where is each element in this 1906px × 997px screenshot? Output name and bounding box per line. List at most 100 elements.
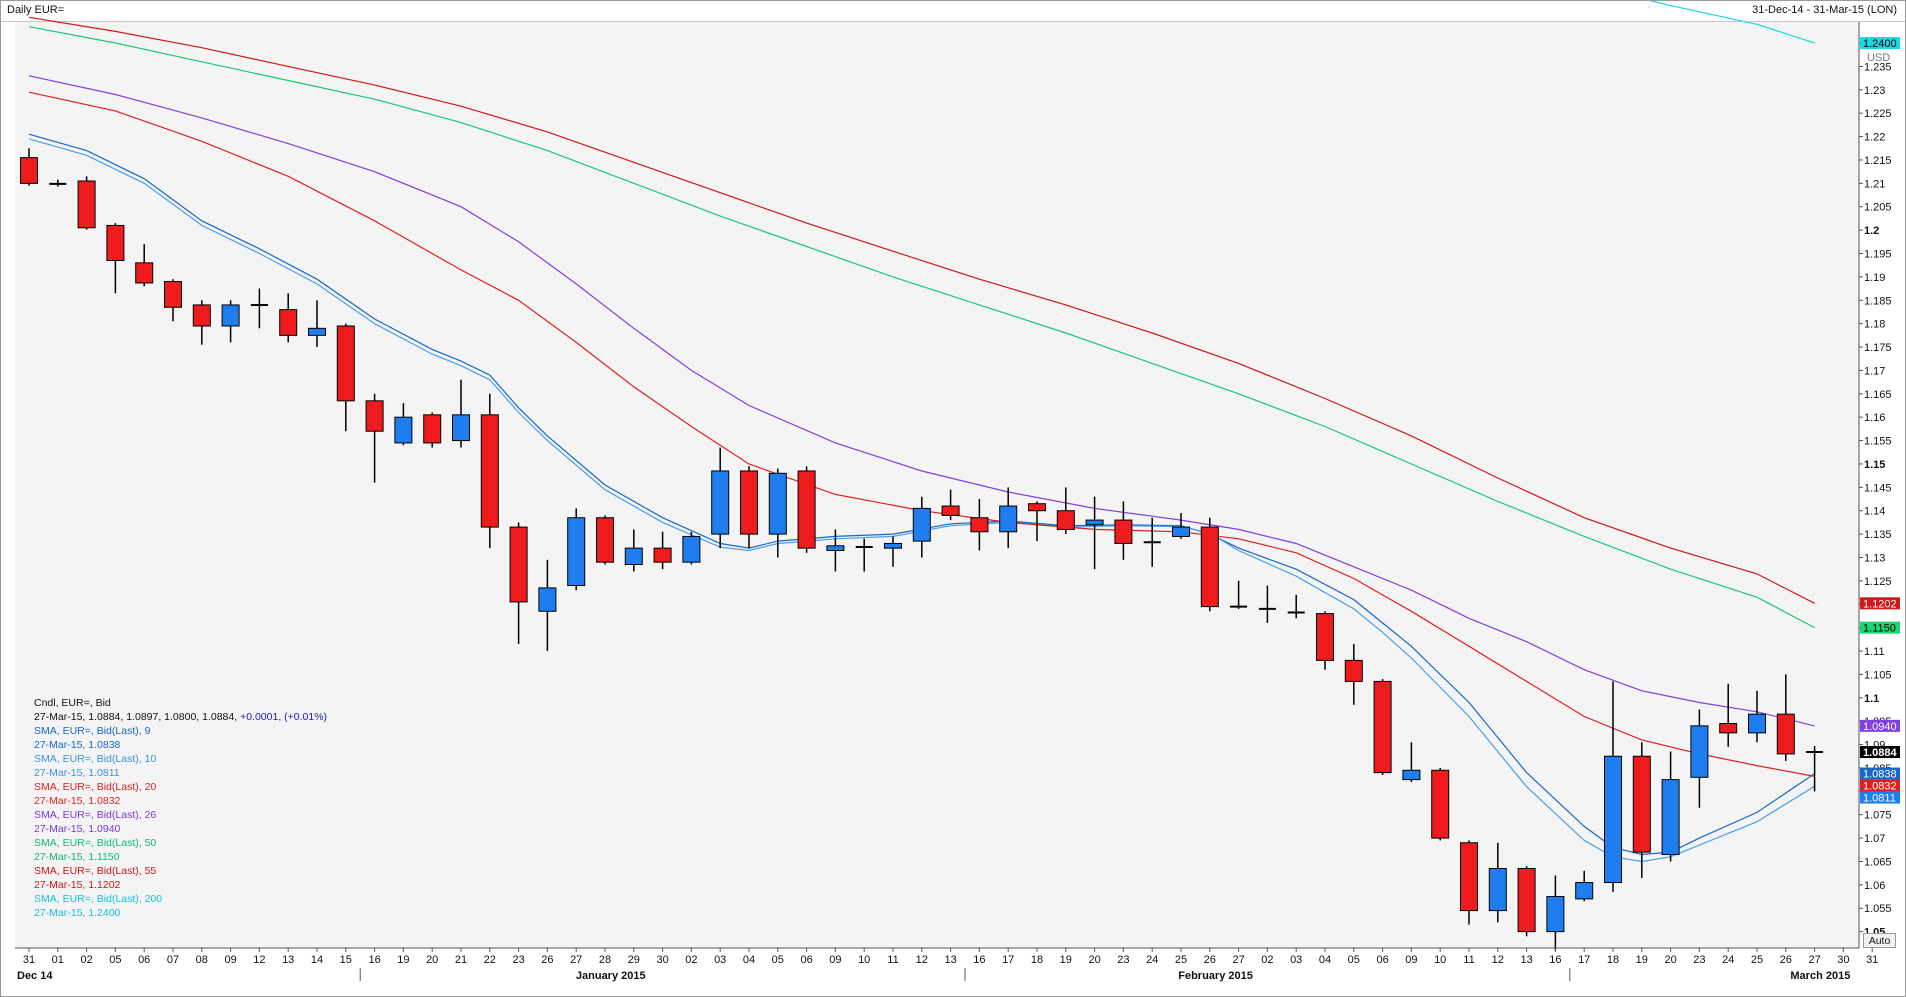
y-tick-label: 1.22 (1864, 132, 1885, 144)
candle (1402, 742, 1421, 782)
price-tag-sma20: 1.0832 (1860, 779, 1900, 793)
x-tick-label: 29 (628, 954, 640, 966)
x-tick-label: 04 (1319, 954, 1331, 966)
candle (1028, 501, 1046, 542)
time-axis[interactable]: 31 01 02 05 06 07 08 09 12 13 14 15 16 19 20 21 22 23 26 27… (17, 948, 1878, 982)
legend-sma9-label: SMA, EUR=, Bid(Last), 9 (34, 725, 151, 737)
x-tick-label: 26 (541, 954, 553, 966)
candle (596, 515, 614, 565)
candle-body (768, 472, 787, 535)
x-tick-label: 24 (1722, 954, 1734, 966)
price-tag-label: 1.0940 (1863, 721, 1897, 733)
x-tick-label: 13 (282, 954, 294, 966)
x-tick-label: 05 (1348, 954, 1360, 966)
candle (1230, 580, 1248, 609)
x-tick-label: 12 (253, 954, 265, 966)
x-tick-label: 07 (167, 954, 179, 966)
candle (192, 300, 211, 345)
auto-scale-button[interactable]: Auto (1863, 933, 1896, 948)
y-tick-label: 1.195 (1864, 249, 1892, 261)
chart-legend: Cndl, EUR=, Bid 27-Mar-15, 1.0884, 1.089… (34, 696, 327, 920)
candle (308, 300, 326, 348)
y-tick-label: 1.075 (1864, 810, 1892, 822)
candle-body (653, 547, 672, 563)
candle-body (1604, 755, 1622, 884)
y-tick-label: 1.105 (1864, 669, 1892, 681)
candle (855, 538, 873, 572)
candle-body (135, 262, 154, 284)
candle (682, 531, 701, 565)
x-tick-label: 06 (800, 954, 812, 966)
candle-body (970, 517, 989, 533)
y-tick-label: 1.165 (1864, 389, 1892, 401)
title-bar: Daily EUR= 31-Dec-14 - 31-Mar-15 (LON) (1, 1, 1905, 22)
x-tick-label: 10 (858, 954, 870, 966)
x-tick-label: 31 (23, 954, 35, 966)
legend-sma55-value: 27-Mar-15, 1.1202 (34, 879, 121, 891)
sma-line-9 (28, 133, 1815, 856)
candle-body (1517, 867, 1536, 933)
y-tick-label: 1.15 (1864, 459, 1885, 471)
candle-layer (20, 148, 1824, 951)
y-tick-label: 1.17 (1864, 365, 1885, 377)
legend-sma26-label: SMA, EUR=, Bid(Last), 26 (34, 809, 157, 821)
candle-body (1431, 769, 1450, 839)
price-tag-label: 1.1202 (1863, 598, 1897, 610)
plot-background (15, 22, 1859, 948)
price-tag-bg (1860, 746, 1900, 759)
candle (164, 279, 182, 322)
y-tick-label: 1.16 (1864, 412, 1885, 424)
candle (567, 508, 586, 591)
candle (1690, 709, 1709, 808)
candle-body (1316, 613, 1334, 661)
price-tag-bg (1860, 791, 1900, 804)
x-tick-label: 02 (685, 954, 697, 966)
price-tag-sma9: 1.0838 (1860, 767, 1900, 781)
candle-body (538, 587, 557, 612)
x-tick-label: 23 (512, 954, 524, 966)
x-tick-label: 27 (1232, 954, 1244, 966)
y-tick-label: 1.19 (1864, 272, 1885, 284)
candle (999, 487, 1018, 549)
candle-body (106, 224, 125, 262)
date-range[interactable]: 31-Dec-14 - 31-Mar-15 (LON) (1752, 4, 1897, 16)
candle-body (1085, 519, 1104, 526)
candle-body (1690, 725, 1709, 778)
candle (480, 393, 499, 549)
candle (1316, 611, 1334, 670)
x-tick-label: 05 (109, 954, 121, 966)
candle (1806, 745, 1824, 792)
x-tick-label: 26 (1204, 954, 1216, 966)
y-tick-label: 1.21 (1864, 178, 1885, 190)
candle-body (308, 327, 326, 336)
sma-line-10 (28, 138, 1815, 863)
legend-change: +0.0001, (+0.01%) (240, 711, 328, 723)
y-tick-label: 1.14 (1864, 506, 1885, 518)
candle (135, 244, 154, 287)
candle (1431, 767, 1450, 841)
candle (970, 499, 989, 551)
candle (538, 559, 557, 652)
legend-sma10-value: 27-Mar-15, 1.0811 (34, 767, 120, 779)
x-tick-label: 13 (944, 954, 956, 966)
month-label: February 2015 (1178, 970, 1253, 982)
candle-body (740, 470, 758, 535)
x-tick-label: 16 (1549, 954, 1561, 966)
y-tick-label: 1.205 (1864, 202, 1892, 214)
candle (1258, 585, 1276, 623)
price-tag-label: 1.0838 (1863, 769, 1897, 781)
x-tick-label: 18 (1031, 954, 1043, 966)
legend-sma20-label: SMA, EUR=, Bid(Last), 20 (34, 781, 157, 793)
candle (1172, 513, 1190, 539)
sma-layer (28, 1, 1815, 863)
candle-body (1748, 713, 1766, 734)
x-tick-label: 24 (1146, 954, 1158, 966)
y-tick-label: 1.175 (1864, 342, 1892, 354)
candle-body (336, 325, 355, 402)
candle (1085, 496, 1104, 570)
candle-body (423, 414, 442, 444)
x-tick-label: 10 (1434, 954, 1446, 966)
candle-body (192, 304, 211, 327)
legend-sma26-value: 27-Mar-15, 1.0940 (34, 823, 121, 835)
